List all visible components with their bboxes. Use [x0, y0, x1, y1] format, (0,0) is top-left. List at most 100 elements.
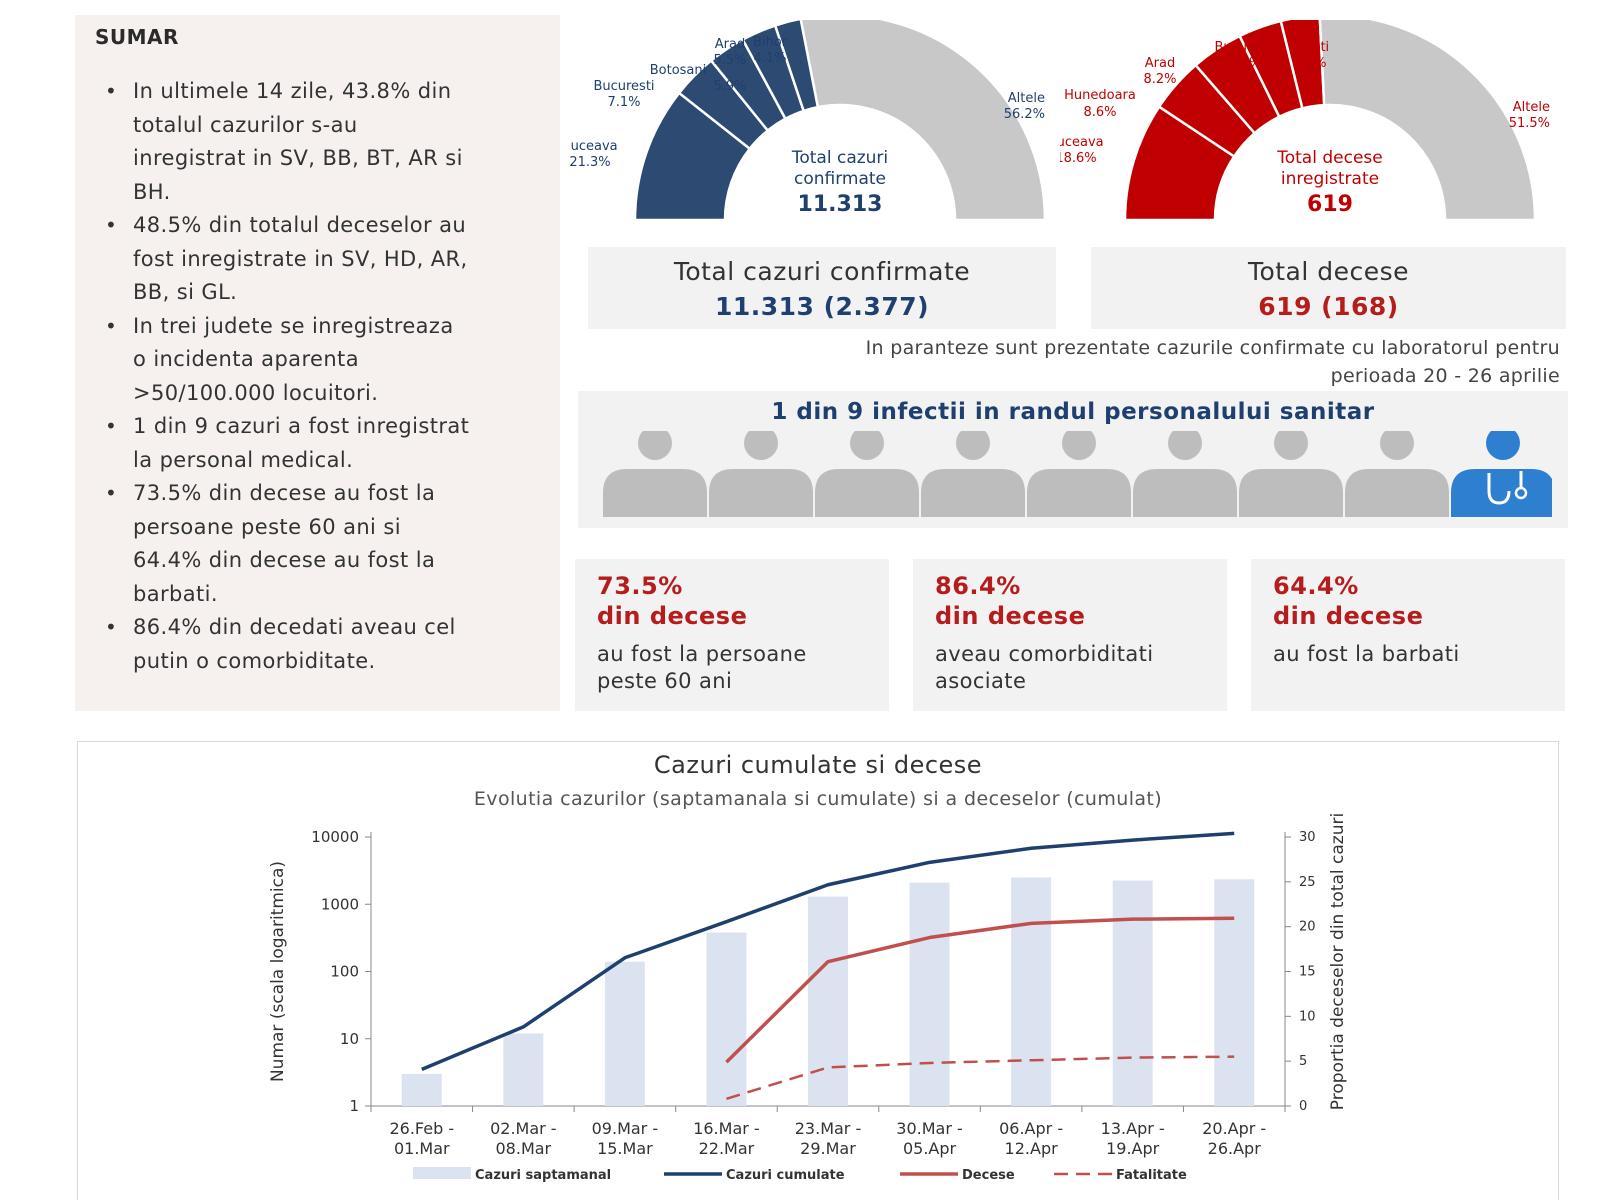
y2-tick-label: 30 — [1299, 830, 1316, 845]
total-deaths-box: Total decese 619 (168) — [1091, 247, 1566, 329]
donut-label-pct: 5.9% — [713, 79, 746, 94]
health-worker-icon — [1451, 431, 1552, 517]
footnote-line-2: perioada 20 - 26 aprilie — [1330, 365, 1560, 387]
summary-bullet: In trei judete se inregistreaza o inciden… — [95, 310, 540, 411]
donut-label-name: Arad — [1145, 56, 1175, 71]
summary-bullet: 86.4% din decedati aveau cel putin o como… — [95, 611, 540, 678]
summary-line: persoane peste 60 ani si — [133, 514, 401, 539]
legend-item: Cazuri saptamanal — [413, 1167, 611, 1183]
summary-line: barbati. — [133, 581, 218, 606]
y2-tick-label: 10 — [1299, 1009, 1316, 1024]
donut-label-name: Arad — [715, 37, 745, 52]
x-tick-label: 01.Mar — [394, 1139, 450, 1158]
donut-label-pct: 4.1% — [753, 51, 786, 66]
x-tick-label: 26.Apr — [1208, 1139, 1262, 1158]
bar-weekly-cases — [503, 1033, 544, 1106]
donut-label-name: Suceava — [570, 139, 618, 154]
total-deaths-label: Total decese — [1247, 257, 1410, 286]
series-line-decese — [725, 916, 1235, 1064]
stat-subtitle: din decese — [1273, 602, 1424, 630]
donut-label-pct: 21.3% — [570, 155, 611, 170]
donut-label-pct: 56.2% — [1004, 107, 1045, 122]
donut-label-name: Botosani — [650, 63, 707, 78]
donut-label-name: Bucuresti — [593, 79, 654, 94]
summary-panel: SUMAR In ultimele 14 zile, 43.8% din tota… — [75, 15, 560, 711]
summary-line: putin o comorbiditate. — [133, 648, 376, 673]
stat-card-comorbidity: 86.4% din decese aveau comorbiditati asoc… — [913, 559, 1227, 711]
stat-desc-line: aveau comorbiditati — [935, 642, 1154, 666]
series-line-fatalitate — [726, 1055, 1235, 1101]
summary-bullet: 73.5% din decese au fost la persoane pest… — [95, 477, 540, 611]
stat-percent: 64.4% — [1273, 572, 1359, 600]
stat-card-men: 64.4% din decese au fost la barbati — [1251, 559, 1565, 711]
x-tick-label: 02.Mar - — [490, 1119, 557, 1138]
bar-weekly-cases — [401, 1073, 442, 1106]
stat-subtitle: din decese — [597, 602, 748, 630]
x-tick-label: 26.Feb - — [389, 1119, 454, 1138]
summary-line: o incidenta aparenta — [133, 347, 359, 371]
bar-weekly-cases — [909, 882, 950, 1106]
total-cases-box: Total cazuri confirmate 11.313 (2.377) — [588, 247, 1056, 329]
donut-label-name: Altele — [1008, 91, 1045, 106]
summary-line: In ultimele 14 zile, 43.8% din — [133, 79, 452, 103]
person-icon — [603, 431, 707, 517]
stat-desc-line: au fost la persoane — [597, 642, 807, 666]
donut-cases-center-value: 11.313 — [798, 192, 883, 217]
total-deaths-value: 619 (168) — [1258, 292, 1399, 321]
total-cases-label: Total cazuri confirmate — [673, 257, 971, 286]
summary-bullet: 48.5% din totalul deceselor au fost inreg… — [95, 209, 540, 310]
donut-deaths-center-value: 619 — [1307, 192, 1353, 217]
legend-label: Fatalitate — [1116, 1168, 1187, 1183]
x-tick-label: 22.Mar — [699, 1139, 755, 1158]
summary-line: inregistrat in SV, BB, BT, AR si — [133, 146, 463, 170]
summary-line: BH. — [133, 179, 171, 204]
donut-label-pct: 51.5% — [1509, 116, 1550, 131]
legend-label: Decese — [962, 1168, 1015, 1183]
donut-label-name: Altele — [1513, 100, 1550, 115]
y-tick-label: 1 — [349, 1097, 359, 1115]
cumulative-chart-panel: Cazuri cumulate si decese Evolutia cazur… — [77, 741, 1559, 1200]
donut-label-name: Hunedoara — [1064, 88, 1136, 103]
y2-tick-label: 20 — [1299, 920, 1316, 935]
stat-desc-line: au fost la barbati — [1273, 642, 1460, 666]
person-icon — [1239, 431, 1343, 517]
y-tick-label: 10 — [340, 1030, 359, 1048]
summary-line: 1 din 9 cazuri a fost inregistrat — [133, 414, 470, 438]
donut-label-pct: 18.6% — [1060, 151, 1097, 166]
chart-subtitle: Evolutia cazurilor (saptamanala si cumul… — [473, 788, 1163, 810]
summary-line: totalul cazurilor s-au — [133, 112, 358, 137]
donut-label-pct: 7.1% — [607, 95, 640, 110]
summary-line: 86.4% din decedati aveau cel — [133, 615, 456, 639]
donut-label-name: Galati — [1291, 40, 1329, 55]
donut-deaths-center-label-2: inregistrate — [1281, 169, 1379, 189]
health-staff-panel: 1 din 9 infectii in randul personalului … — [578, 391, 1568, 528]
person-icon — [709, 431, 813, 517]
donut-label-pct: 6.1% — [1293, 56, 1326, 71]
donut-segment-altele — [799, 20, 1047, 220]
bar-weekly-cases — [1112, 880, 1153, 1106]
stat-description: au fost la persoane peste 60 ani — [597, 641, 867, 695]
donut-label-pct: 5.5% — [713, 53, 746, 68]
x-tick-label: 20.Apr - — [1202, 1119, 1266, 1138]
stat-desc-line: asociate — [935, 669, 1027, 693]
x-tick-label: 19.Apr — [1106, 1139, 1160, 1158]
health-staff-title: 1 din 9 infectii in randul personalului … — [771, 399, 1375, 425]
summary-bullet: 1 din 9 cazuri a fost inregistrat la pers… — [95, 410, 540, 477]
person-icon — [1345, 431, 1449, 517]
donut-label-pct: 8.6% — [1083, 105, 1116, 120]
stat-subtitle: din decese — [935, 602, 1086, 630]
donut-label-name: Suceava — [1060, 135, 1104, 150]
summary-title: SUMAR — [95, 25, 179, 49]
y2-tick-label: 0 — [1299, 1099, 1307, 1114]
stat-percent: 73.5% — [597, 572, 683, 600]
stat-description: aveau comorbiditati asociate — [935, 641, 1205, 695]
donut-cases-center-label-1: Total cazuri — [791, 148, 888, 168]
y2-tick-label: 25 — [1299, 875, 1316, 890]
x-tick-label: 30.Mar - — [896, 1119, 963, 1138]
y-tick-label: 10000 — [311, 828, 359, 846]
total-cases-value: 11.313 (2.377) — [714, 292, 930, 321]
people-pictogram — [603, 431, 1552, 517]
x-tick-label: 09.Mar - — [592, 1119, 659, 1138]
